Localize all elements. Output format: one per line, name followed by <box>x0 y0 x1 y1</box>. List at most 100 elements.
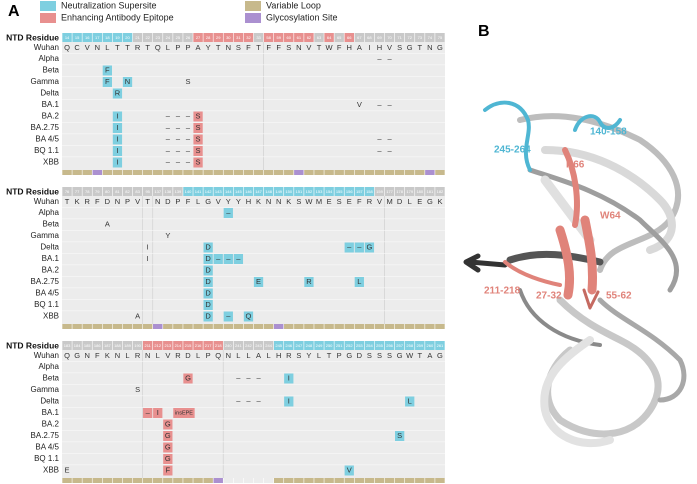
mutation: D <box>205 242 211 251</box>
mutation-cell <box>193 146 203 156</box>
region-label: 55-62 <box>606 291 632 302</box>
footer-cell <box>223 170 234 175</box>
variant-label: BA.2 <box>42 420 60 429</box>
legend-label: Glycosylation Site <box>266 12 338 22</box>
reference-residue: P <box>185 43 190 52</box>
reference-residue: S <box>337 197 342 206</box>
header-cell <box>404 33 415 42</box>
header-cell <box>284 33 294 42</box>
residue-number: 138 <box>164 189 171 194</box>
footer-cell <box>122 324 133 329</box>
footer-cell <box>72 170 82 175</box>
footer-cell <box>203 170 213 175</box>
residue-number: 80 <box>105 189 110 194</box>
footer-cell <box>374 478 385 483</box>
legend-label: Variable Loop <box>266 0 321 10</box>
residue-number: 189 <box>124 343 131 348</box>
header-cell <box>173 187 183 196</box>
reference-residue: N <box>296 43 301 52</box>
header-cell <box>223 33 234 42</box>
header-cell <box>132 187 143 196</box>
reference-residue: E <box>347 197 352 206</box>
header-cell <box>374 33 385 42</box>
footer-cell <box>193 478 203 483</box>
reference-residue: D <box>165 197 171 206</box>
reference-label: Wuhan <box>34 197 59 206</box>
residue-number: 159 <box>376 189 383 194</box>
header-cell <box>213 187 223 196</box>
residue-number: 145 <box>235 189 242 194</box>
residue-number: 148 <box>265 189 272 194</box>
header-cell <box>223 341 234 350</box>
header-cell <box>324 187 334 196</box>
footer-cell <box>203 324 213 329</box>
residue-number: 246 <box>285 343 292 348</box>
footer-cell <box>294 324 304 329</box>
reference-residue: K <box>105 351 110 360</box>
footer-cell <box>415 478 425 483</box>
footer-cell <box>304 170 314 175</box>
reference-residue: G <box>427 197 433 206</box>
header-cell <box>415 341 425 350</box>
variant-label: Delta <box>40 89 59 98</box>
residue-number: 18 <box>105 35 110 40</box>
mutation-cell <box>163 465 173 476</box>
footer-cell <box>153 324 163 329</box>
footer-cell <box>82 324 92 329</box>
residue-number: 20 <box>125 35 130 40</box>
mutation: – <box>166 134 171 143</box>
residue-number: 179 <box>406 189 413 194</box>
mutation-cell <box>354 242 364 253</box>
mutation-cell <box>354 277 364 287</box>
footer-cell <box>112 324 123 329</box>
reference-residue: Y <box>306 351 311 360</box>
mutation: A <box>135 311 140 320</box>
footer-cell <box>213 324 223 329</box>
reference-residue: T <box>145 43 150 52</box>
variant-label: XBB <box>43 466 59 475</box>
footer-cell <box>102 170 113 175</box>
header-cell <box>153 341 163 350</box>
mutation-cell <box>223 208 233 218</box>
residue-number: 187 <box>104 343 111 348</box>
header-cell <box>82 187 92 196</box>
header-cell <box>122 187 133 196</box>
footer-cell <box>284 324 294 329</box>
reference-residue: T <box>327 351 332 360</box>
header-cell <box>223 187 234 196</box>
residue-number: 184 <box>74 343 81 348</box>
mutation: G <box>165 442 171 451</box>
residue-number: 19 <box>115 35 120 40</box>
residue-number: 61 <box>297 35 302 40</box>
footer-cell <box>173 478 183 483</box>
residue-number: 31 <box>236 35 241 40</box>
footer-cell <box>203 478 213 483</box>
residue-number: 150 <box>285 189 292 194</box>
residue-number: 62 <box>307 35 312 40</box>
panel-background <box>62 350 445 478</box>
mutation: E <box>65 465 70 474</box>
mutation: G <box>165 454 171 463</box>
panel-background <box>62 196 445 324</box>
footer-cell <box>425 478 435 483</box>
header-cell <box>344 33 354 42</box>
reference-residue: L <box>105 43 109 52</box>
header-cell <box>233 341 244 350</box>
residue-number: 254 <box>366 343 373 348</box>
header-cell <box>324 341 334 350</box>
residue-number: 186 <box>94 343 101 348</box>
mutation-cell <box>364 242 375 253</box>
header-cell <box>92 187 103 196</box>
variant-label: BA.2.75 <box>31 123 60 132</box>
variant-label: BA.1 <box>42 408 60 417</box>
reference-residue: Y <box>206 43 211 52</box>
mutation: – <box>387 54 392 63</box>
footer-cell <box>183 478 193 483</box>
reference-residue: L <box>317 351 321 360</box>
mutation: – <box>377 100 382 109</box>
footer-cell <box>284 170 294 175</box>
footer-cell <box>173 170 183 175</box>
residue-number: 243 <box>255 343 262 348</box>
mutation: – <box>186 157 191 166</box>
footer-cell <box>324 324 334 329</box>
